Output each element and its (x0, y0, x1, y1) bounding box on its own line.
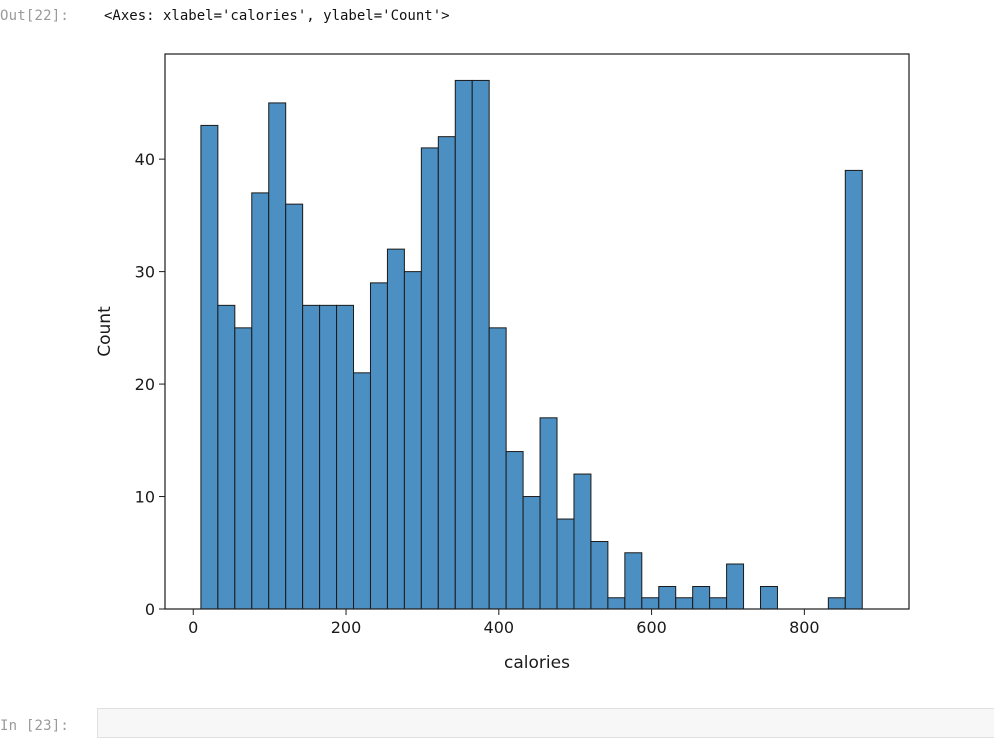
histogram-bar (522, 496, 541, 610)
histogram-bar (217, 304, 236, 610)
histogram-bar (319, 304, 338, 610)
y-tick-label: 20 (135, 375, 155, 394)
axes-repr-text: <Axes: xlabel='calories', ylabel='Count'… (104, 8, 450, 24)
histogram-bar (336, 304, 355, 610)
histogram-bar (556, 518, 575, 610)
histogram-bar (573, 473, 592, 610)
histogram-bar (827, 597, 846, 610)
histogram-bars (200, 79, 863, 610)
histogram-bar (675, 597, 694, 610)
x-axis-label: calories (504, 653, 570, 673)
histogram-bar (726, 563, 745, 610)
histogram-bar (607, 597, 626, 610)
histogram-bar (251, 192, 270, 610)
histogram-bar (760, 586, 778, 610)
histogram-bar (709, 597, 728, 610)
histogram-bar (234, 327, 253, 610)
x-tick-label: 0 (188, 618, 198, 637)
y-tick-label: 30 (135, 263, 155, 282)
histogram-bar (369, 282, 388, 610)
output-prompt: Out[22]: (0, 8, 70, 24)
histogram-bar (624, 552, 643, 610)
histogram-bar (200, 124, 219, 610)
input-prompt: In [23]: (0, 718, 70, 734)
histogram-bar (454, 79, 473, 610)
histogram-bar (420, 147, 439, 610)
histogram-bar (692, 586, 711, 610)
histogram-bar (386, 248, 405, 610)
y-axis-ticks: 0 10 20 30 40 (135, 150, 165, 619)
x-tick-label: 600 (636, 618, 667, 637)
x-tick-label: 400 (484, 618, 515, 637)
histogram-bar (590, 541, 609, 610)
histogram-bar (658, 586, 677, 610)
histogram-bar (641, 597, 660, 610)
histogram-chart: 0 200 400 600 800 0 10 20 30 40 calories Count (95, 53, 910, 673)
histogram-bar (353, 372, 371, 610)
x-tick-label: 800 (789, 618, 820, 637)
x-axis-ticks: 0 200 400 600 800 (188, 609, 820, 637)
histogram-bar (437, 136, 456, 610)
axes-frame (164, 53, 910, 610)
histogram-bar (844, 169, 863, 610)
histogram-bar (285, 203, 304, 610)
x-tick-label: 200 (331, 618, 362, 637)
y-tick-label: 0 (145, 600, 155, 619)
y-tick-label: 40 (135, 150, 155, 169)
histogram-bar (488, 327, 507, 610)
next-cell-input[interactable] (97, 708, 994, 738)
histogram-bar (539, 417, 558, 610)
histogram-bar (302, 304, 321, 610)
histogram-bar (471, 79, 490, 610)
histogram-bar (403, 271, 422, 610)
histogram-bar (505, 451, 524, 610)
y-axis-label: Count (95, 306, 115, 357)
histogram-bar (268, 102, 287, 610)
y-tick-label: 10 (135, 488, 155, 507)
